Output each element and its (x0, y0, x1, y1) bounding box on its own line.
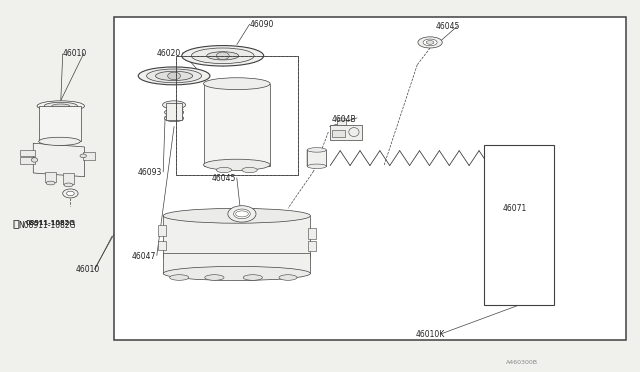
Ellipse shape (191, 48, 254, 64)
Ellipse shape (156, 71, 193, 80)
Ellipse shape (52, 104, 70, 108)
Bar (484, 145, 554, 305)
Bar (20, 150, 35, 156)
Ellipse shape (426, 41, 434, 44)
Text: A460300B: A460300B (506, 360, 538, 365)
Bar (158, 225, 166, 236)
Bar (163, 253, 310, 273)
Bar (63, 173, 74, 184)
Bar (308, 228, 316, 239)
Text: 46020: 46020 (157, 49, 181, 58)
Ellipse shape (163, 101, 186, 109)
Circle shape (63, 189, 78, 198)
Ellipse shape (307, 164, 326, 169)
Ellipse shape (31, 158, 38, 162)
Ellipse shape (170, 275, 189, 280)
Bar (308, 241, 316, 251)
Ellipse shape (44, 102, 77, 110)
Text: 46071: 46071 (502, 204, 527, 213)
Ellipse shape (515, 148, 538, 154)
Bar (114, 17, 626, 340)
Ellipse shape (216, 167, 232, 173)
Text: 4604B: 4604B (332, 115, 356, 124)
Ellipse shape (349, 128, 359, 137)
Polygon shape (33, 143, 84, 177)
Ellipse shape (37, 101, 84, 111)
Text: 46010: 46010 (76, 265, 100, 274)
Ellipse shape (278, 254, 298, 260)
Text: 46093: 46093 (138, 169, 162, 177)
Ellipse shape (204, 78, 270, 90)
Ellipse shape (205, 275, 224, 280)
Text: 46090: 46090 (250, 20, 274, 29)
Text: 46010: 46010 (63, 49, 87, 58)
Bar (330, 125, 362, 140)
Circle shape (228, 206, 256, 222)
Bar (39, 106, 81, 141)
Ellipse shape (163, 208, 310, 223)
Text: 46010K: 46010K (416, 330, 445, 339)
Ellipse shape (38, 137, 81, 145)
Text: 08911-1082G: 08911-1082G (26, 220, 76, 226)
Bar (20, 157, 35, 164)
Ellipse shape (172, 254, 193, 260)
Ellipse shape (64, 183, 73, 187)
Ellipse shape (207, 52, 239, 60)
Ellipse shape (515, 161, 538, 166)
Ellipse shape (147, 69, 202, 83)
Text: Ⓝ: Ⓝ (13, 218, 19, 228)
Ellipse shape (418, 37, 442, 48)
Circle shape (168, 72, 180, 80)
Ellipse shape (242, 167, 257, 173)
Bar (158, 241, 166, 250)
Bar (176, 56, 298, 175)
Ellipse shape (279, 275, 297, 280)
Ellipse shape (207, 254, 228, 260)
Bar (515, 151, 538, 164)
Ellipse shape (163, 266, 310, 280)
Bar (166, 103, 182, 120)
Circle shape (216, 52, 229, 60)
Bar (332, 130, 345, 137)
Ellipse shape (46, 181, 55, 185)
Text: 46045: 46045 (435, 22, 460, 31)
Bar (337, 119, 346, 125)
Circle shape (67, 191, 74, 196)
Ellipse shape (182, 46, 264, 66)
Text: Ⓝ: Ⓝ (13, 218, 19, 228)
Text: 46047: 46047 (131, 252, 156, 261)
Ellipse shape (337, 118, 346, 121)
Ellipse shape (164, 109, 184, 116)
Ellipse shape (138, 67, 210, 85)
Bar (83, 152, 95, 160)
Bar (307, 150, 326, 166)
Ellipse shape (243, 254, 263, 260)
Text: 08911-1082G: 08911-1082G (26, 220, 76, 226)
Text: N08911-1082G: N08911-1082G (18, 221, 76, 230)
Circle shape (234, 209, 250, 219)
Bar (204, 84, 270, 166)
Bar (45, 172, 56, 182)
Bar (176, 56, 298, 175)
Bar (163, 216, 310, 257)
Text: 46045: 46045 (211, 174, 236, 183)
Ellipse shape (164, 115, 184, 122)
Ellipse shape (204, 159, 270, 170)
Ellipse shape (423, 39, 437, 46)
Ellipse shape (80, 154, 86, 158)
Ellipse shape (307, 148, 326, 152)
Ellipse shape (243, 275, 262, 280)
